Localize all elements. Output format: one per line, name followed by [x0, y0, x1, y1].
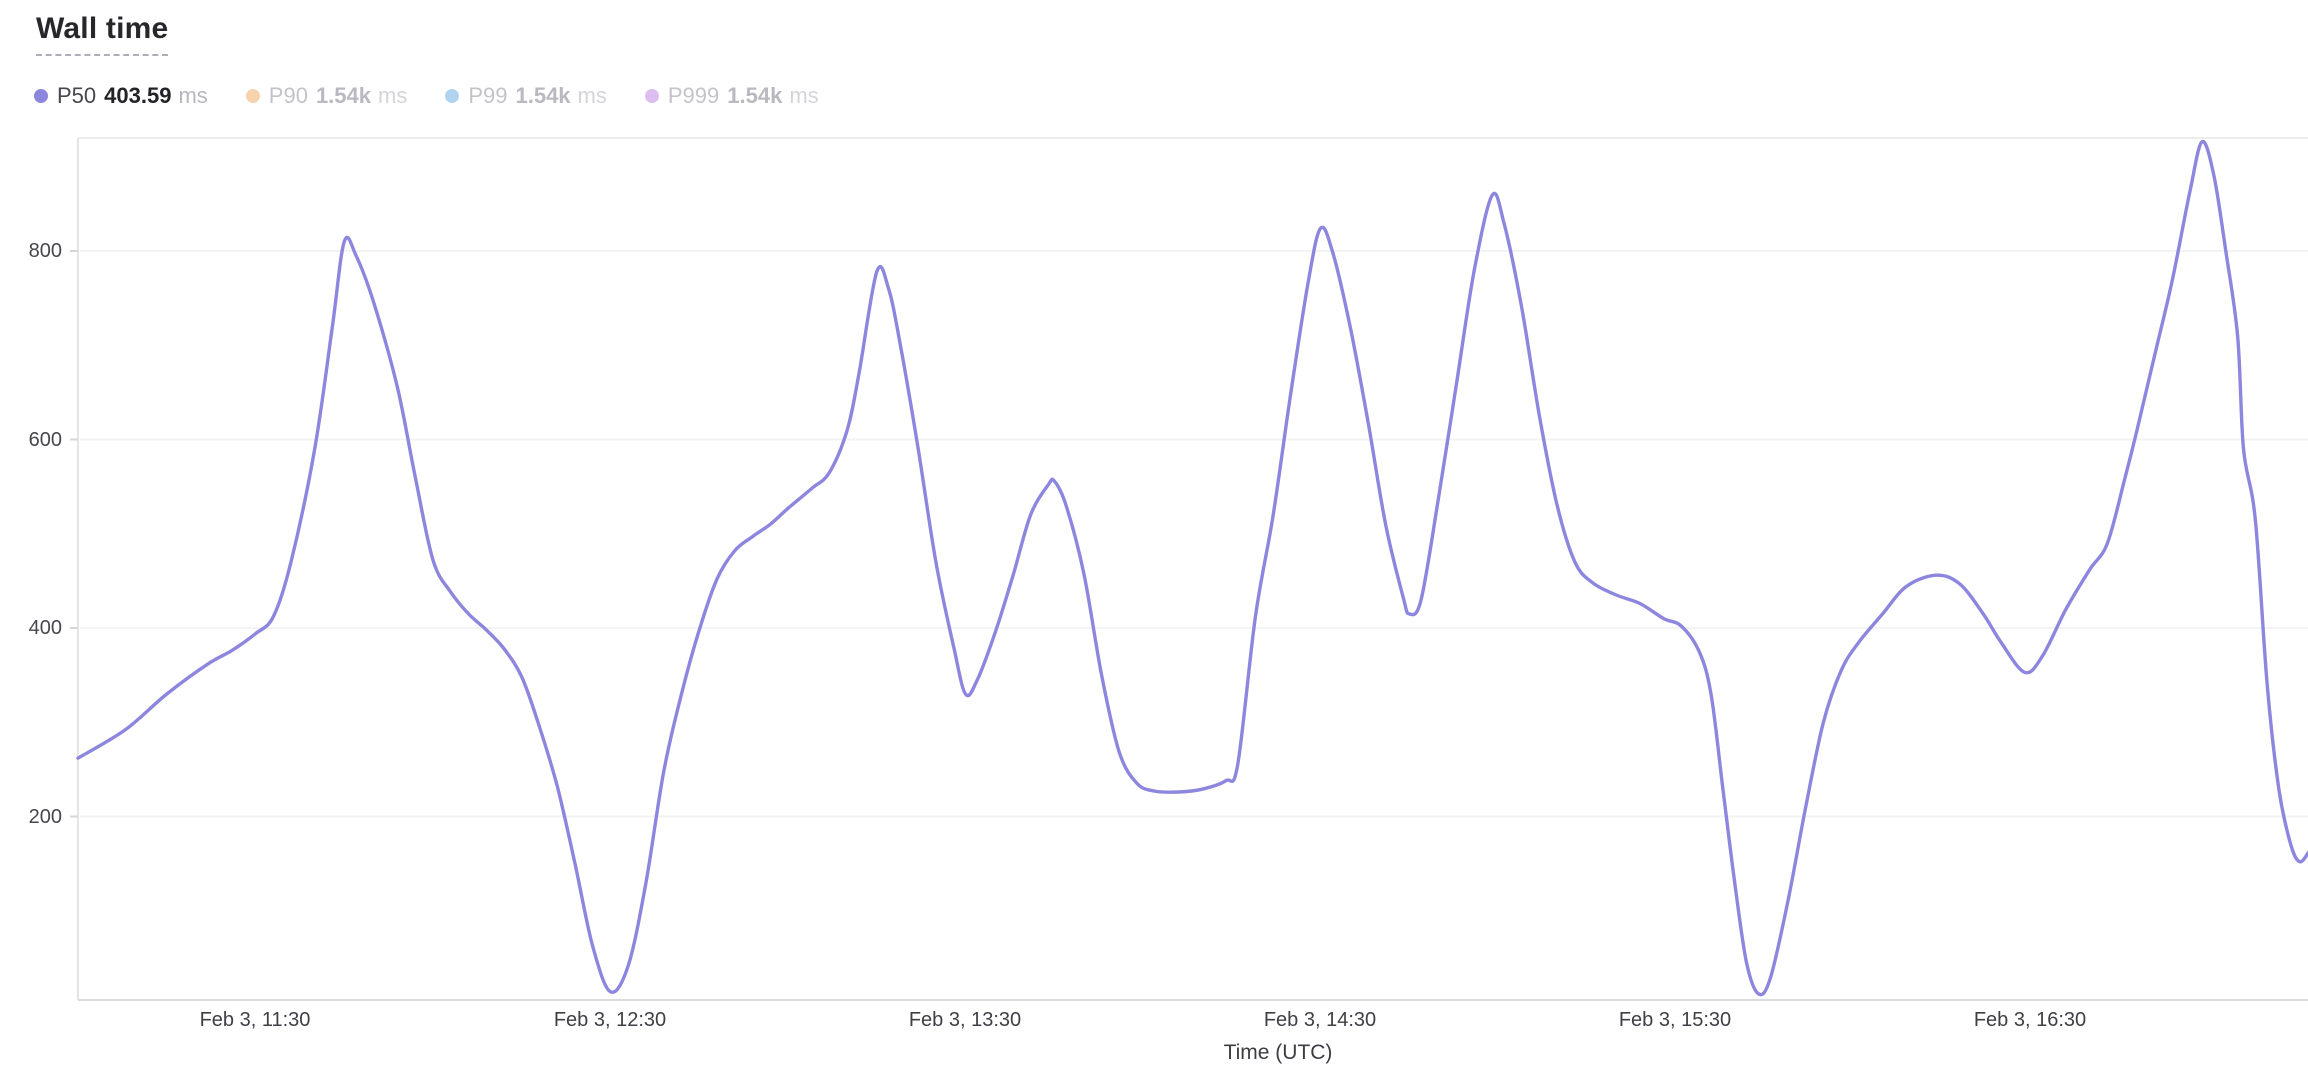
p90-series-dot-icon [245, 89, 260, 103]
legend-item-p99[interactable]: P99 1.54k ms [445, 83, 607, 109]
p50-series-dot-icon [34, 89, 48, 103]
x-axis-title: Time (UTC) [1223, 1041, 1333, 1064]
x-tick-1430: Feb 3, 14:30 [1263, 1009, 1377, 1031]
x-tick-1130: Feb 3, 11:30 [199, 1009, 311, 1031]
legend-item-p50[interactable]: P50 403.59 ms [34, 83, 208, 109]
chart-title[interactable]: Wall time [36, 12, 169, 56]
legend-label: P50 [57, 83, 97, 108]
legend-value: 1.54k [727, 83, 783, 108]
p50-series-line [76, 139, 2308, 997]
legend-label: P999 [667, 83, 720, 108]
p99-series-dot-icon [445, 89, 460, 103]
legend-value: 403.59 [104, 83, 172, 108]
y-tick-600: 600 [28, 429, 62, 451]
legend-item-p999[interactable]: P999 1.54k ms [644, 83, 819, 109]
y-tick-200: 200 [28, 806, 62, 828]
legend-value: 1.54k [515, 83, 571, 108]
x-tick-1530: Feb 3, 15:30 [1618, 1009, 1732, 1031]
legend-value: 1.54k [315, 83, 371, 108]
legend-unit: ms [789, 83, 819, 108]
y-axis-tick-marks [70, 250, 78, 818]
y-tick-400: 400 [28, 617, 62, 639]
legend-item-p90[interactable]: P90 1.54k ms [245, 83, 408, 109]
p999-series-dot-icon [644, 89, 659, 103]
x-tick-1330: Feb 3, 13:30 [908, 1009, 1022, 1031]
legend-unit: ms [378, 83, 408, 108]
legend-unit: ms [178, 83, 208, 108]
x-tick-1630: Feb 3, 16:30 [1973, 1009, 2087, 1031]
legend-label: P99 [468, 83, 508, 108]
gridlines [80, 250, 2308, 818]
y-tick-800: 800 [28, 240, 62, 262]
x-tick-1230: Feb 3, 12:30 [553, 1009, 667, 1031]
legend-unit: ms [577, 83, 607, 108]
legend-label: P90 [268, 83, 308, 108]
legend: P50 403.59 ms P90 1.54k ms P99 1.54k ms … [34, 82, 819, 110]
